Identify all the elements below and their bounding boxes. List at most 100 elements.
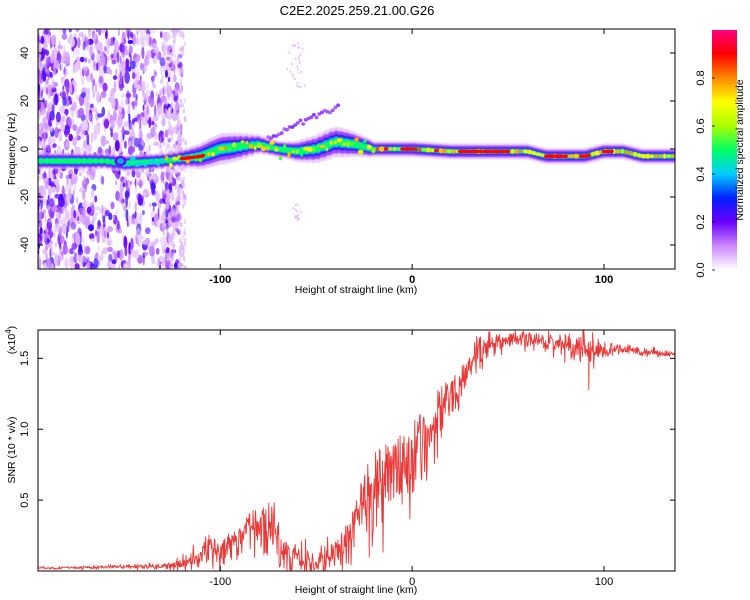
spectrogram-ridge-peak [640, 154, 647, 159]
spectrogram-noise-blob [81, 75, 85, 86]
spectrogram-noise-blob [97, 29, 102, 36]
spectrogram-noise-blob [127, 179, 130, 188]
spectrogram-noise-blob [170, 130, 173, 136]
spectrogram-noise-blob [51, 87, 57, 93]
spectrogram-noise-blob [166, 45, 169, 51]
spectrogram-noise-blob [123, 49, 130, 56]
spectrogram-noise-blob [134, 202, 137, 213]
spectrogram-noise-blob [93, 258, 99, 269]
spectrogram-noise-blob [62, 243, 68, 255]
spectrogram-noise-blob [170, 77, 174, 83]
spectrogram-ridge-peak [215, 148, 220, 154]
spectrogram-noise-blob [137, 196, 143, 206]
spectrogram-noise-blob [39, 227, 43, 235]
spectrogram-ridge-peak [573, 153, 579, 159]
spectrogram-noise-blob [155, 193, 161, 202]
spectrogram-noise-blob [79, 66, 82, 78]
spectrogram-noise-blob [296, 81, 299, 84]
spectrogram-noise-blob [123, 121, 129, 128]
spectrogram-noise-blob [164, 147, 168, 153]
spectrogram-noise-blob [297, 213, 300, 217]
spectrogram-noise-blob [173, 74, 177, 83]
spectrogram-noise-blob [134, 249, 140, 260]
spectrogram-noise-blob [136, 113, 142, 123]
spectrogram-noise-blob [71, 173, 78, 179]
spectrogram-branch-mark [279, 131, 284, 135]
spectrogram-noise-blob [113, 80, 117, 94]
spectrogram-noise-blob [102, 247, 108, 255]
spectrogram-noise-blob [169, 219, 172, 225]
spectrogram-noise-blob [118, 62, 122, 73]
spectrogram-noise-blob [45, 69, 50, 75]
spectrogram-branch-mark [333, 105, 338, 110]
chart-title: C2E2.2025.259.21.00.G26 [280, 3, 435, 18]
spectrogram-ridge-peak [211, 152, 215, 157]
spectrogram-noise-blob [128, 119, 132, 131]
spectrogram-noise-blob [48, 167, 51, 180]
spectrogram-noise-blob [66, 83, 69, 96]
spectrogram-noise-blob [84, 245, 87, 254]
spectrogram-noise-blob [81, 236, 85, 249]
spectrogram-noise-blob [163, 171, 166, 177]
spectrogram-ridge-peak [329, 141, 333, 145]
spectrogram-noise-blob [73, 63, 78, 74]
spectrogram-noise-blob [176, 213, 181, 222]
spectrogram-ridge-peak [446, 149, 453, 154]
spectrogram-noise-blob [98, 42, 103, 54]
colorbar-tick-label: 0.6 [695, 118, 707, 133]
spectrogram-noise-blob [169, 57, 172, 63]
spectrogram-noise-blob [69, 83, 73, 95]
spectrogram-noise-blob [41, 108, 47, 115]
spectrogram-noise-blob [172, 192, 175, 197]
spectrogram-noise-blob [177, 53, 181, 59]
spectrogram-noise-blob [138, 137, 142, 143]
spectrogram-noise-blob [171, 90, 176, 95]
spectrogram-noise-blob [172, 143, 175, 149]
spectrogram-noise-blob [156, 102, 162, 116]
spectrogram-ridge-peak [232, 142, 237, 148]
spectrogram-branch-mark [285, 128, 289, 132]
spectrogram-noise-blob [109, 40, 114, 46]
spectrogram-noise-blob [59, 92, 62, 97]
x-tick-label: 100 [595, 274, 613, 286]
spectrogram-branch-mark [301, 122, 306, 126]
spectrogram-noise-blob [165, 37, 168, 43]
spectrogram-noise-blob [61, 115, 66, 123]
spectrogram-noise-blob [178, 190, 181, 196]
snr-scale-suffix: ) [6, 326, 18, 330]
spectrogram-ridge-peak [421, 147, 427, 152]
spectrogram-noise-blob [54, 242, 58, 248]
spectrogram-noise-blob [83, 96, 89, 106]
spectrogram-noise-blob [109, 260, 112, 269]
snr-y-ticks: 0.5 1.0 1.5 [19, 351, 675, 508]
spectrogram-noise-blob [173, 52, 176, 58]
spectrogram-noise-blob [86, 206, 92, 214]
spectrogram-noise-blob [170, 207, 174, 213]
spectrogram-noise-blob [126, 108, 131, 115]
x-tick-label: 0 [409, 576, 415, 588]
spectrogram-noise-blob [169, 263, 172, 269]
spectrogram-noise-blob [81, 91, 87, 98]
spectrogram-ridge-peak [169, 162, 173, 168]
spectrogram-noise-blob [127, 39, 134, 45]
colorbar-tick-label: 0.4 [695, 166, 707, 181]
spectrogram-ridge-peak [291, 149, 296, 154]
spectrogram-ridge-peak [632, 151, 638, 157]
spectrogram-ridge-peak [637, 153, 642, 158]
spectrogram-noise-blob [173, 262, 178, 269]
spectrogram-noise-blob [183, 256, 186, 262]
spectrogram-noise-blob [294, 216, 297, 219]
spectrogram-noise-blob [168, 115, 171, 121]
spectrogram-noise-blob [173, 208, 176, 214]
spectrogram-noise-blob [171, 51, 174, 57]
spectrogram-noise-blob [152, 114, 159, 122]
spectrogram-ridge-peak [248, 144, 254, 149]
spectrogram-noise-blob [163, 87, 167, 93]
spectrogram-noise-blob [167, 175, 171, 181]
spectrogram-noise-blob [138, 29, 145, 36]
spectrogram-noise-blob [98, 75, 104, 84]
spectrogram-noise-blob [135, 228, 141, 239]
y-tick-label: 1.0 [19, 422, 31, 437]
spectrogram-noise-blob [136, 29, 139, 36]
spectrogram-noise-blob [81, 208, 87, 218]
